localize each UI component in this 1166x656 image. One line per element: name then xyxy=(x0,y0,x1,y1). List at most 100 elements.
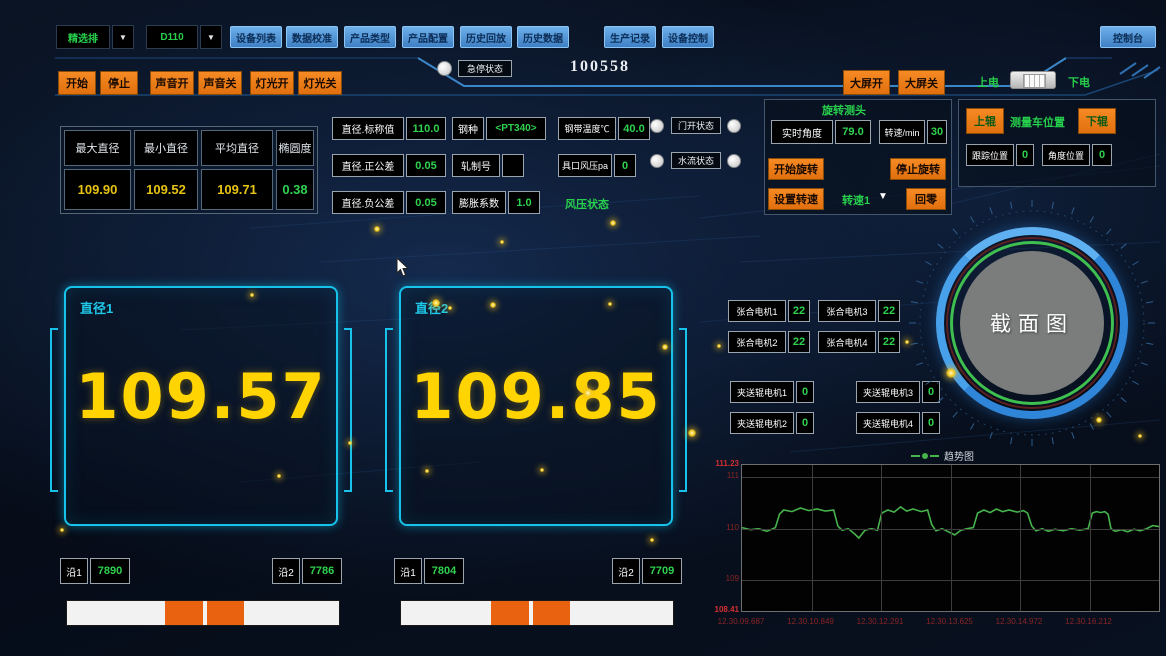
x-axis-tick-label: 12.30.12.291 xyxy=(856,617,904,626)
device-select[interactable]: D110 xyxy=(146,25,198,49)
product-config-button[interactable]: 产品配置 xyxy=(402,26,454,48)
d1-edge2-label: 沿2 xyxy=(272,558,300,584)
diameter2-position-bar xyxy=(400,600,674,626)
gauge-green-ring: 截面图 xyxy=(950,241,1114,405)
pinch-motor-3-label: 夹送辊电机3 xyxy=(856,381,920,403)
chart-title: 趋势图 xyxy=(944,452,974,463)
glow-particle xyxy=(1096,417,1102,423)
sound-off-button[interactable]: 声音关 xyxy=(198,71,242,95)
roll-up-button[interactable]: 上辊 xyxy=(966,108,1004,134)
glow-particle xyxy=(348,441,352,445)
clamp-motor-1-value: 22 xyxy=(788,300,810,322)
roll-number-value[interactable] xyxy=(502,154,524,177)
stats-header-avg: 平均直径 xyxy=(201,130,273,166)
wind-status-label: 风压状态 xyxy=(565,199,609,211)
stats-value-avg: 109.71 xyxy=(201,169,273,210)
glow-particle xyxy=(432,299,440,307)
speed-select-chevron-down-icon[interactable]: ▼ xyxy=(878,191,888,202)
clamp-motor-3-label: 张合电机3 xyxy=(818,300,876,322)
chart-plot-area xyxy=(741,464,1160,612)
y-axis-tick-label: 110 xyxy=(726,522,739,532)
screen-off-button[interactable]: 大屏关 xyxy=(898,70,945,95)
gauge-tick xyxy=(1120,397,1127,403)
diameter-minus-tol-label: 直径.负公差 xyxy=(332,191,404,214)
light-on-button[interactable]: 灯光开 xyxy=(250,71,294,95)
gauge-tick xyxy=(1071,431,1075,439)
console-button[interactable]: 控制台 xyxy=(1100,26,1156,48)
pinch-motor-1-label: 夹送辊电机1 xyxy=(730,381,794,403)
power-off-label: 下电 xyxy=(1068,77,1090,89)
screen-on-button[interactable]: 大屏开 xyxy=(843,70,890,95)
product-select-chevron-down-icon[interactable]: ▼ xyxy=(112,25,134,49)
glow-particle xyxy=(608,302,612,306)
stats-table: 最大直径 最小直径 平均直径 椭圆度 109.90 109.52 109.71 … xyxy=(60,126,318,214)
clamp-motor-2-label: 张合电机2 xyxy=(728,331,786,353)
start-button[interactable]: 开始 xyxy=(58,71,96,95)
gauge-red-ring: 截面图 xyxy=(946,237,1118,409)
device-select-chevron-down-icon[interactable]: ▼ xyxy=(200,25,222,49)
roll-down-button[interactable]: 下辊 xyxy=(1078,108,1116,134)
realtime-angle-value: 79.0 xyxy=(835,120,871,144)
pinch-motor-1-value: 0 xyxy=(796,381,814,403)
data-calibration-button[interactable]: 数据校准 xyxy=(286,26,338,48)
roll-number-label: 轧制号 xyxy=(452,154,500,177)
stop-rotate-button[interactable]: 停止旋转 xyxy=(890,158,946,180)
v-gridline xyxy=(811,465,813,611)
mouse-cursor xyxy=(396,258,410,277)
power-toggle-knob[interactable] xyxy=(1023,74,1046,88)
estop-indicator xyxy=(437,61,452,76)
door-status-label: 门开状态 xyxy=(671,117,721,134)
glow-particle xyxy=(1138,434,1142,438)
production-record-button[interactable]: 生产记录 xyxy=(604,26,656,48)
device-list-button[interactable]: 设备列表 xyxy=(230,26,282,48)
d2-edge1-value: 7804 xyxy=(424,558,464,584)
glow-particle xyxy=(662,344,668,350)
gauge-tick xyxy=(970,216,975,223)
v-gridline xyxy=(881,465,882,611)
speed-select[interactable]: 转速1 xyxy=(842,195,871,207)
gauge-tick xyxy=(989,431,993,439)
strip-temp-value: 40.0 xyxy=(618,117,650,140)
gauge-tick xyxy=(1132,380,1139,385)
diameter2-panel xyxy=(399,286,673,526)
diameter2-title: 直径2 xyxy=(415,301,449,316)
x-axis-tick-label: 12.30.09.687 xyxy=(717,617,765,626)
sound-on-button[interactable]: 声音开 xyxy=(150,71,194,95)
v-gridline xyxy=(1020,465,1021,611)
history-data-button[interactable]: 历史数据 xyxy=(517,26,569,48)
stats-header-oval: 椭圆度 xyxy=(276,130,314,166)
stop-button[interactable]: 停止 xyxy=(100,71,138,95)
glow-particle xyxy=(540,468,544,472)
history-playback-button[interactable]: 历史回放 xyxy=(460,26,512,48)
product-type-button[interactable]: 产品类型 xyxy=(344,26,396,48)
diameter1-right-bracket xyxy=(344,328,352,492)
diameter-nominal-label: 直径.标称值 xyxy=(332,117,404,140)
power-toggle[interactable] xyxy=(1010,71,1056,89)
start-rotate-button[interactable]: 开始旋转 xyxy=(768,158,824,180)
gauge-tick xyxy=(970,423,975,430)
glow-particle xyxy=(60,528,64,532)
y-axis-tick-label: 111.23 xyxy=(715,459,739,468)
glow-particle xyxy=(448,306,452,310)
device-control-button[interactable]: 设备控制 xyxy=(662,26,714,48)
y-axis-tick-label: 108.41 xyxy=(714,605,739,614)
x-axis-tick-label: 12.30.16.212 xyxy=(1065,617,1112,626)
glow-particle xyxy=(374,226,380,232)
light-off-button[interactable]: 灯光关 xyxy=(298,71,342,95)
v-gridline xyxy=(1089,465,1091,611)
section-gauge: 截面图 xyxy=(936,227,1128,419)
glow-particle xyxy=(905,340,909,344)
zero-button[interactable]: 回零 xyxy=(906,188,946,210)
clamp-motor-4-value: 22 xyxy=(878,331,900,353)
gauge-tick xyxy=(1146,301,1154,304)
clamp-motor-1-label: 张合电机1 xyxy=(728,300,786,322)
strip-temp-label: 钢带温度℃ xyxy=(558,117,616,140)
realtime-angle-label: 实时角度 xyxy=(771,120,833,144)
angle-position-label: 角度位置 xyxy=(1042,144,1090,166)
door-status-indicator-left xyxy=(650,119,664,133)
water-status-indicator-right xyxy=(727,154,741,168)
stats-value-oval: 0.38 xyxy=(276,169,314,210)
product-select[interactable]: 精选排 xyxy=(56,25,110,49)
diameter2-right-bracket xyxy=(679,328,687,492)
set-speed-button[interactable]: 设置转速 xyxy=(768,188,824,210)
